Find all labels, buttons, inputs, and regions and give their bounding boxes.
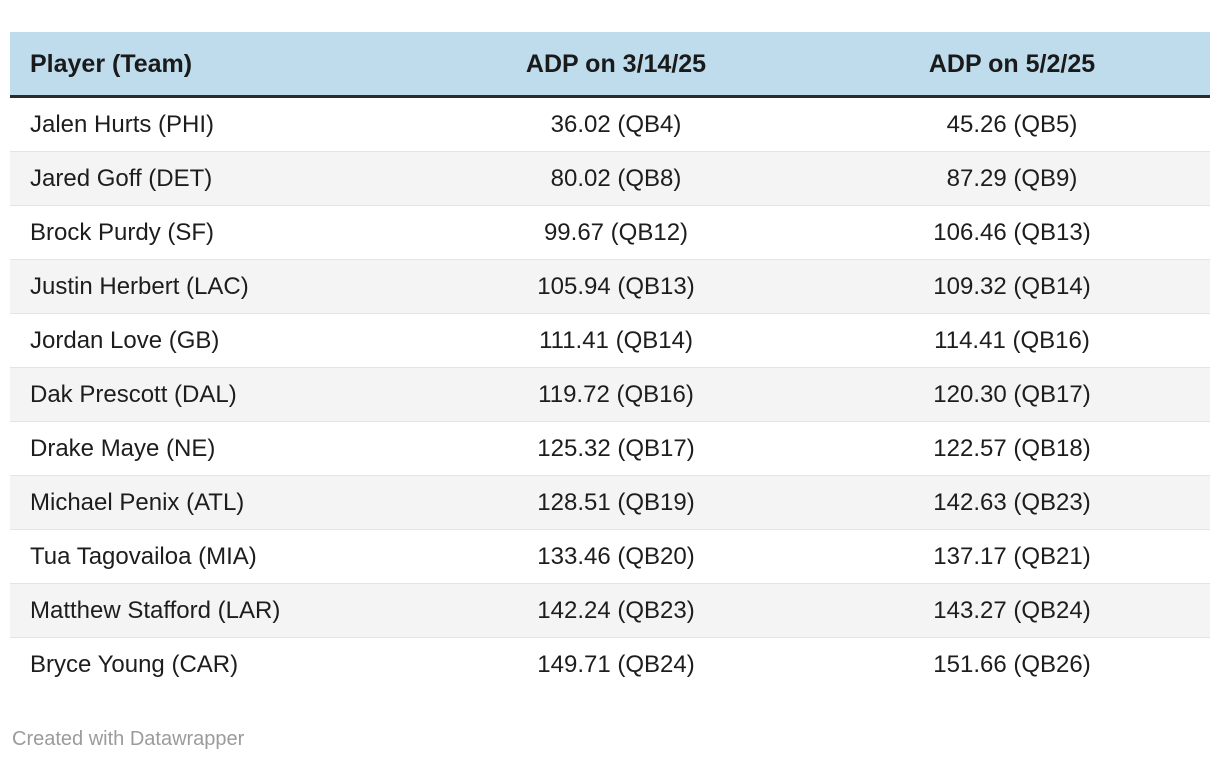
player-cell: Dak Prescott (DAL)	[10, 367, 418, 422]
table-row: Dak Prescott (DAL) 119.72 (QB16) 120.30 …	[10, 367, 1210, 422]
table-row: Jared Goff (DET) 80.02 (QB8) 87.29 (QB9)	[10, 151, 1210, 206]
player-cell: Matthew Stafford (LAR)	[10, 583, 418, 638]
table-row: Drake Maye (NE) 125.32 (QB17) 122.57 (QB…	[10, 421, 1210, 476]
adp-may-cell: 151.66 (QB26)	[814, 637, 1210, 691]
adp-march-cell: 99.67 (QB12)	[418, 205, 814, 260]
player-cell: Jared Goff (DET)	[10, 151, 418, 206]
adp-may-cell: 120.30 (QB17)	[814, 367, 1210, 422]
table-row: Michael Penix (ATL) 128.51 (QB19) 142.63…	[10, 475, 1210, 530]
adp-may-cell: 109.32 (QB14)	[814, 259, 1210, 314]
table-row: Jordan Love (GB) 111.41 (QB14) 114.41 (Q…	[10, 313, 1210, 368]
header-row: Player (Team) ADP on 3/14/25 ADP on 5/2/…	[10, 32, 1210, 98]
footer-credit: Created with Datawrapper	[12, 727, 1210, 751]
table-row: Brock Purdy (SF) 99.67 (QB12) 106.46 (QB…	[10, 205, 1210, 260]
adp-may-cell: 142.63 (QB23)	[814, 475, 1210, 530]
adp-may-cell: 87.29 (QB9)	[814, 151, 1210, 206]
adp-march-cell: 105.94 (QB13)	[418, 259, 814, 314]
adp-may-cell: 137.17 (QB21)	[814, 529, 1210, 584]
adp-march-cell: 149.71 (QB24)	[418, 637, 814, 691]
adp-march-cell: 133.46 (QB20)	[418, 529, 814, 584]
adp-may-cell: 143.27 (QB24)	[814, 583, 1210, 638]
column-header-adp-march: ADP on 3/14/25	[418, 32, 814, 98]
player-cell: Brock Purdy (SF)	[10, 205, 418, 260]
table-row: Justin Herbert (LAC) 105.94 (QB13) 109.3…	[10, 259, 1210, 314]
adp-may-cell: 122.57 (QB18)	[814, 421, 1210, 476]
adp-march-cell: 111.41 (QB14)	[418, 313, 814, 368]
player-cell: Justin Herbert (LAC)	[10, 259, 418, 314]
column-header-player: Player (Team)	[10, 32, 418, 98]
table-body: Jalen Hurts (PHI) 36.02 (QB4) 45.26 (QB5…	[10, 97, 1210, 691]
table-row: Matthew Stafford (LAR) 142.24 (QB23) 143…	[10, 583, 1210, 638]
table-row: Jalen Hurts (PHI) 36.02 (QB4) 45.26 (QB5…	[10, 97, 1210, 152]
adp-march-cell: 80.02 (QB8)	[418, 151, 814, 206]
adp-march-cell: 128.51 (QB19)	[418, 475, 814, 530]
adp-table: Player (Team) ADP on 3/14/25 ADP on 5/2/…	[10, 32, 1210, 691]
adp-march-cell: 119.72 (QB16)	[418, 367, 814, 422]
player-cell: Jalen Hurts (PHI)	[30, 111, 215, 138]
table-header: Player (Team) ADP on 3/14/25 ADP on 5/2/…	[10, 32, 1210, 98]
player-cell: Drake Maye (NE)	[10, 421, 418, 476]
datawrapper-chart: Player (Team) ADP on 3/14/25 ADP on 5/2/…	[10, 32, 1210, 751]
player-cell: Bryce Young (CAR)	[10, 637, 418, 691]
datawrapper-credit-link[interactable]: Created with Datawrapper	[12, 728, 245, 750]
player-cell: Jordan Love (GB)	[10, 313, 418, 368]
adp-may-cell: 45.26 (QB5)	[946, 111, 1078, 138]
adp-march-cell: 142.24 (QB23)	[418, 583, 814, 638]
adp-may-cell: 114.41 (QB16)	[814, 313, 1210, 368]
adp-march-cell: 125.32 (QB17)	[418, 421, 814, 476]
adp-march-cell: 36.02 (QB4)	[550, 111, 682, 138]
player-cell: Tua Tagovailoa (MIA)	[10, 529, 418, 584]
table-row: Tua Tagovailoa (MIA) 133.46 (QB20) 137.1…	[10, 529, 1210, 584]
column-header-adp-may: ADP on 5/2/25	[814, 32, 1210, 98]
table-row: Bryce Young (CAR) 149.71 (QB24) 151.66 (…	[10, 637, 1210, 691]
player-cell: Michael Penix (ATL)	[10, 475, 418, 530]
adp-may-cell: 106.46 (QB13)	[814, 205, 1210, 260]
